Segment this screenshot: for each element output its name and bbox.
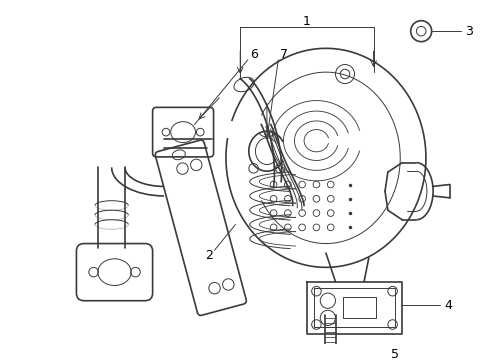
Text: 1: 1	[303, 15, 311, 28]
Bar	[343, 297, 376, 318]
Text: 2: 2	[205, 249, 213, 262]
Text: 3: 3	[465, 25, 473, 38]
Text: 5: 5	[392, 348, 399, 360]
Text: 6: 6	[250, 49, 258, 62]
Text: 7: 7	[280, 49, 288, 62]
Text: 4: 4	[444, 299, 452, 312]
